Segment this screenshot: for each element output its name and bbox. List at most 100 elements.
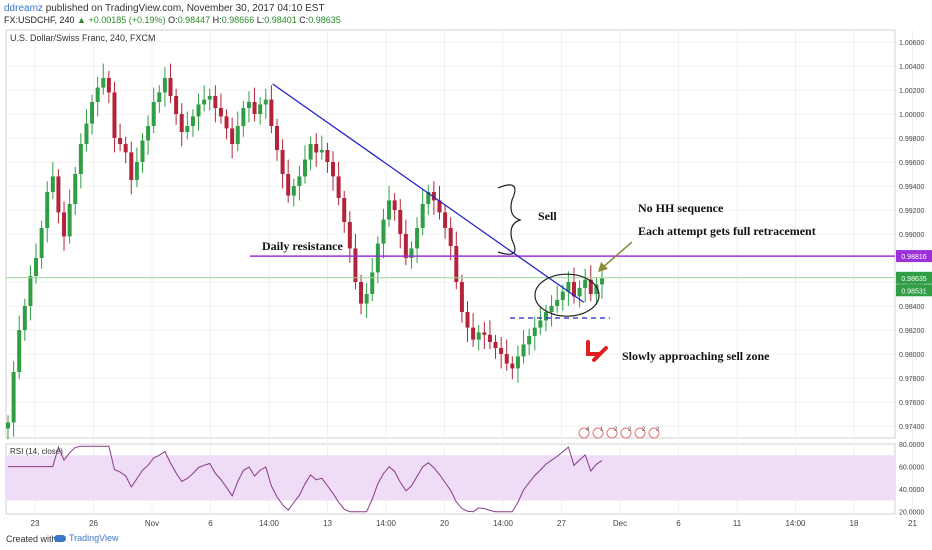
event-badge-icon	[592, 427, 604, 439]
candle-body	[403, 234, 408, 258]
tradingview-cloud-icon	[54, 535, 66, 543]
candle-body	[6, 422, 10, 429]
candle-body	[392, 200, 397, 210]
candle-body	[118, 138, 123, 144]
olive-arrow-shaft	[601, 241, 633, 269]
publish-line: ddreamz published on TradingView.com, No…	[4, 3, 325, 14]
candle-body	[398, 210, 403, 234]
candle-body	[62, 212, 67, 237]
event-badge-count: 1	[600, 427, 604, 433]
low-value: 0.98401	[264, 15, 297, 25]
olive-arrow-head	[598, 262, 608, 272]
price-label-box	[896, 284, 932, 297]
candle-body	[594, 284, 599, 294]
candle-body	[566, 282, 571, 292]
price-tick-label: 0.97800	[899, 376, 924, 383]
publish-header: ddreamz published on TradingView.com, No…	[0, 0, 932, 28]
close-value: 0.98635	[308, 15, 341, 25]
symbol-label: FX:USDCHF, 240	[4, 15, 75, 25]
candle-body	[465, 312, 470, 328]
rsi-tick-label: 20.0000	[899, 510, 924, 517]
candle-body	[190, 116, 195, 126]
price-tick-label: 1.00400	[899, 64, 924, 71]
candle-body	[459, 282, 464, 312]
candle-body	[207, 96, 212, 100]
candle-body	[56, 176, 61, 213]
candle-body	[151, 102, 156, 126]
candle-body	[476, 332, 481, 340]
candle-body	[560, 291, 565, 300]
candle-body	[252, 102, 257, 114]
rsi-label: RSI (14, close)	[10, 447, 63, 456]
event-badge-count: 2	[656, 427, 660, 433]
candle-body	[134, 162, 139, 180]
sell-label: Sell	[538, 209, 557, 223]
price-label-box	[896, 250, 932, 263]
event-badge-icon	[606, 427, 618, 439]
price-label-text: 0.98635	[901, 276, 926, 283]
high-value: 0.98666	[221, 15, 255, 25]
candle-body	[555, 300, 560, 306]
candle-body	[359, 282, 364, 304]
candle-body	[78, 144, 83, 174]
candle-body	[185, 126, 190, 132]
candle-body	[543, 312, 548, 321]
candle-body	[224, 116, 229, 129]
x-tick-label: 14:00	[785, 519, 806, 528]
x-tick-label: Dec	[613, 519, 627, 528]
highlight-circle	[534, 273, 600, 317]
candle-body	[443, 212, 448, 228]
price-tick-label: 0.98200	[899, 328, 924, 335]
chart-title: U.S. Dollar/Swiss Franc, 240, FXCM	[10, 33, 156, 43]
event-badge-icon	[634, 427, 646, 439]
candle-body	[588, 279, 593, 294]
candle-body	[515, 356, 520, 369]
candle-body	[387, 200, 392, 220]
candle-body	[577, 288, 582, 297]
x-tick-label: 27	[557, 519, 566, 528]
price-tick-label: 0.99000	[899, 232, 924, 239]
event-badge-count: 2	[614, 427, 618, 433]
price-label-box	[896, 271, 932, 284]
candle-body	[538, 320, 543, 328]
footer-bar: Created with TradingView	[0, 530, 932, 550]
candle-body	[157, 92, 162, 102]
candle-body	[168, 78, 173, 96]
candle-body	[269, 99, 274, 126]
price-chart[interactable]: 23 26 Nov 6 14:00 13 14:00 20 14:00 27 Dec 6 11 14:00…	[0, 28, 932, 530]
x-tick-label: 6	[676, 519, 681, 528]
open-label: O:	[168, 15, 178, 25]
event-badge-icon	[578, 427, 590, 439]
candle-body	[510, 363, 515, 369]
close-label: C:	[299, 15, 309, 25]
rsi-tick-label: 80.0000	[899, 442, 924, 449]
candle-body	[73, 174, 78, 204]
candle-body	[532, 327, 537, 336]
candle-body	[106, 78, 111, 93]
x-tick-label: 26	[89, 519, 98, 528]
tradingview-logo[interactable]: TradingView	[54, 533, 119, 543]
candle-body	[426, 192, 431, 204]
candle-body	[571, 282, 576, 297]
candle-body	[39, 228, 44, 258]
candle-body	[50, 176, 55, 192]
candle-body	[303, 159, 307, 177]
candle-body	[347, 222, 352, 249]
candle-body	[235, 126, 240, 144]
candle-body	[454, 246, 459, 282]
x-tick-label: 20	[440, 519, 449, 528]
candle-body	[213, 96, 218, 108]
rsi-band	[6, 455, 895, 501]
candle-body	[174, 96, 179, 114]
author-link[interactable]: ddreamz	[4, 3, 43, 14]
event-badge-count: 2	[642, 427, 646, 433]
price-tick-label: 1.00200	[899, 88, 924, 95]
candle-body	[448, 228, 453, 246]
approaching-label: Slowly approaching sell zone	[622, 349, 770, 363]
x-tick-label: 14:00	[493, 519, 514, 528]
candle-body	[263, 99, 268, 105]
candle-body	[319, 150, 324, 153]
x-tick-label: 21	[908, 519, 917, 528]
candle-body	[549, 306, 554, 312]
candle-body	[493, 342, 498, 348]
